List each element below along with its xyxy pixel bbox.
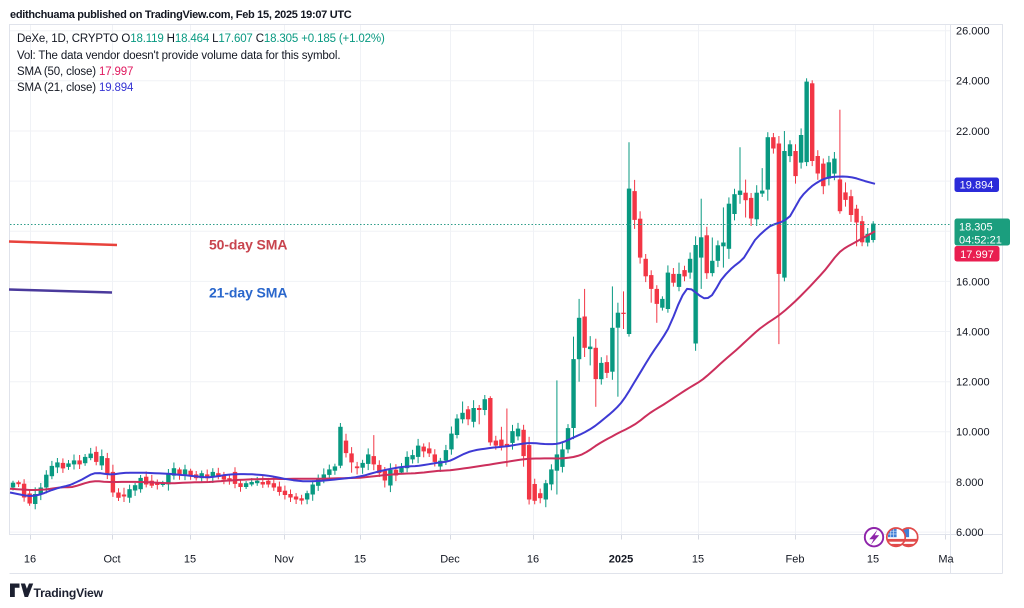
svg-text:18.305: 18.305 <box>959 221 993 233</box>
svg-text:15: 15 <box>692 554 704 566</box>
svg-text:15: 15 <box>867 554 879 566</box>
svg-text:6.000: 6.000 <box>956 527 984 539</box>
svg-text:Ma: Ma <box>938 554 954 566</box>
svg-text:50-day SMA: 50-day SMA <box>209 237 287 253</box>
svg-text:TradingView: TradingView <box>34 586 104 600</box>
svg-text:10.000: 10.000 <box>956 427 990 439</box>
svg-text:16: 16 <box>24 554 36 566</box>
svg-text:DeXe, 1D, CRYPTO O18.119 H18.: DeXe, 1D, CRYPTO O18.119 H18.464 L17.607… <box>17 33 385 45</box>
svg-text:SMA (50, close) 17.997: SMA (50, close) 17.997 <box>17 66 133 78</box>
svg-text:22.000: 22.000 <box>956 126 990 138</box>
svg-text:14.000: 14.000 <box>956 326 990 338</box>
svg-text:SMA (21, close) 19.894: SMA (21, close) 19.894 <box>17 82 134 94</box>
svg-text:Nov: Nov <box>274 554 294 566</box>
svg-text:24.000: 24.000 <box>956 76 990 88</box>
svg-text:8.000: 8.000 <box>956 477 984 489</box>
svg-text:04:52:21: 04:52:21 <box>959 234 1002 246</box>
svg-text:16: 16 <box>527 554 539 566</box>
svg-text:Vol: The data vendor doesn't p: Vol: The data vendor doesn't provide vol… <box>17 50 340 62</box>
svg-text:edithchuama published on Tradi: edithchuama published on TradingView.com… <box>10 9 352 21</box>
svg-text:19.894: 19.894 <box>960 180 994 192</box>
svg-text:17.997: 17.997 <box>960 249 994 261</box>
svg-text:15: 15 <box>184 554 196 566</box>
svg-text:Feb: Feb <box>786 554 805 566</box>
svg-text:2025: 2025 <box>609 554 633 566</box>
svg-text:Dec: Dec <box>440 554 460 566</box>
svg-text:15: 15 <box>354 554 366 566</box>
svg-text:16.000: 16.000 <box>956 276 990 288</box>
svg-text:Oct: Oct <box>103 554 120 566</box>
svg-text:21-day SMA: 21-day SMA <box>209 285 287 301</box>
svg-text:12.000: 12.000 <box>956 377 990 389</box>
svg-text:26.000: 26.000 <box>956 26 990 38</box>
